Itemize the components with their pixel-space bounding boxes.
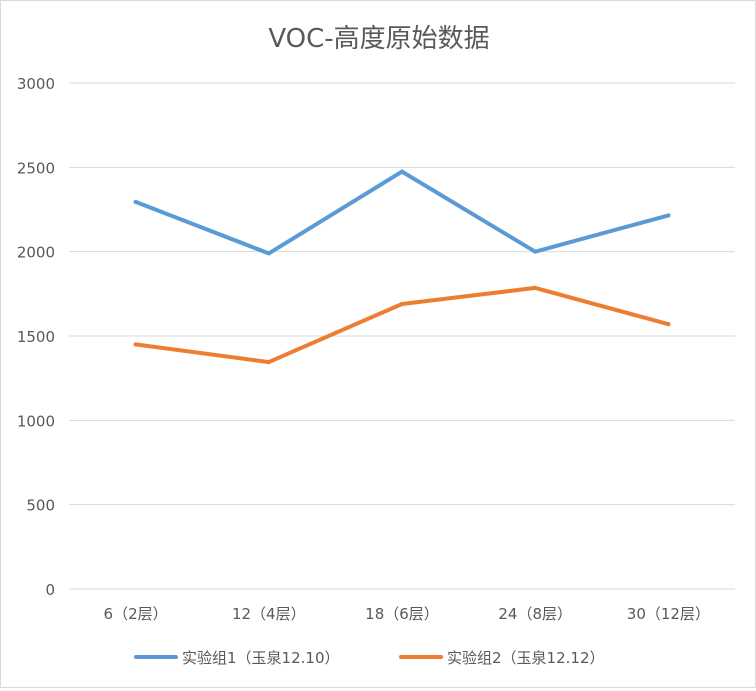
- series-1-point: [267, 251, 271, 255]
- x-tick-label: 24（8层）: [498, 605, 572, 623]
- y-tick-label: 1000: [17, 412, 55, 430]
- gridlines: [69, 83, 735, 589]
- series-2-line: [136, 288, 669, 362]
- series-1-point: [666, 213, 670, 217]
- y-tick-label: 1500: [17, 328, 55, 346]
- series-1-line: [136, 172, 669, 254]
- y-tick-label: 0: [45, 581, 55, 599]
- series-1-point: [533, 250, 537, 254]
- y-axis-tick-labels: 0 500 1000 1500 2000 2500 3000: [17, 75, 55, 599]
- series-lines: [134, 170, 671, 365]
- x-tick-label: 12（4层）: [232, 605, 306, 623]
- series-1-point: [400, 170, 404, 174]
- y-tick-label: 500: [26, 497, 55, 515]
- x-tick-label: 6（2层）: [104, 605, 168, 623]
- series-1-point: [134, 200, 138, 204]
- legend-label-2: 实验组2（玉泉12.12）: [447, 649, 605, 667]
- x-tick-label: 18（6层）: [365, 605, 439, 623]
- x-tick-label: 30（12层）: [627, 605, 710, 623]
- y-tick-label: 3000: [17, 75, 55, 93]
- chart-title: VOC-高度原始数据: [268, 24, 489, 54]
- legend-label-1: 实验组1（玉泉12.10）: [182, 649, 340, 667]
- x-axis-tick-labels: 6（2层） 12（4层） 18（6层） 24（8层） 30（12层）: [104, 605, 710, 623]
- y-tick-label: 2000: [17, 244, 55, 262]
- series-2-point: [134, 342, 138, 346]
- series-2-point: [533, 286, 537, 290]
- series-2-point: [400, 302, 404, 306]
- series-2-point: [666, 322, 670, 326]
- y-tick-label: 2500: [17, 159, 55, 177]
- series-2-point: [267, 360, 271, 364]
- legend: 实验组1（玉泉12.10） 实验组2（玉泉12.12）: [136, 649, 605, 667]
